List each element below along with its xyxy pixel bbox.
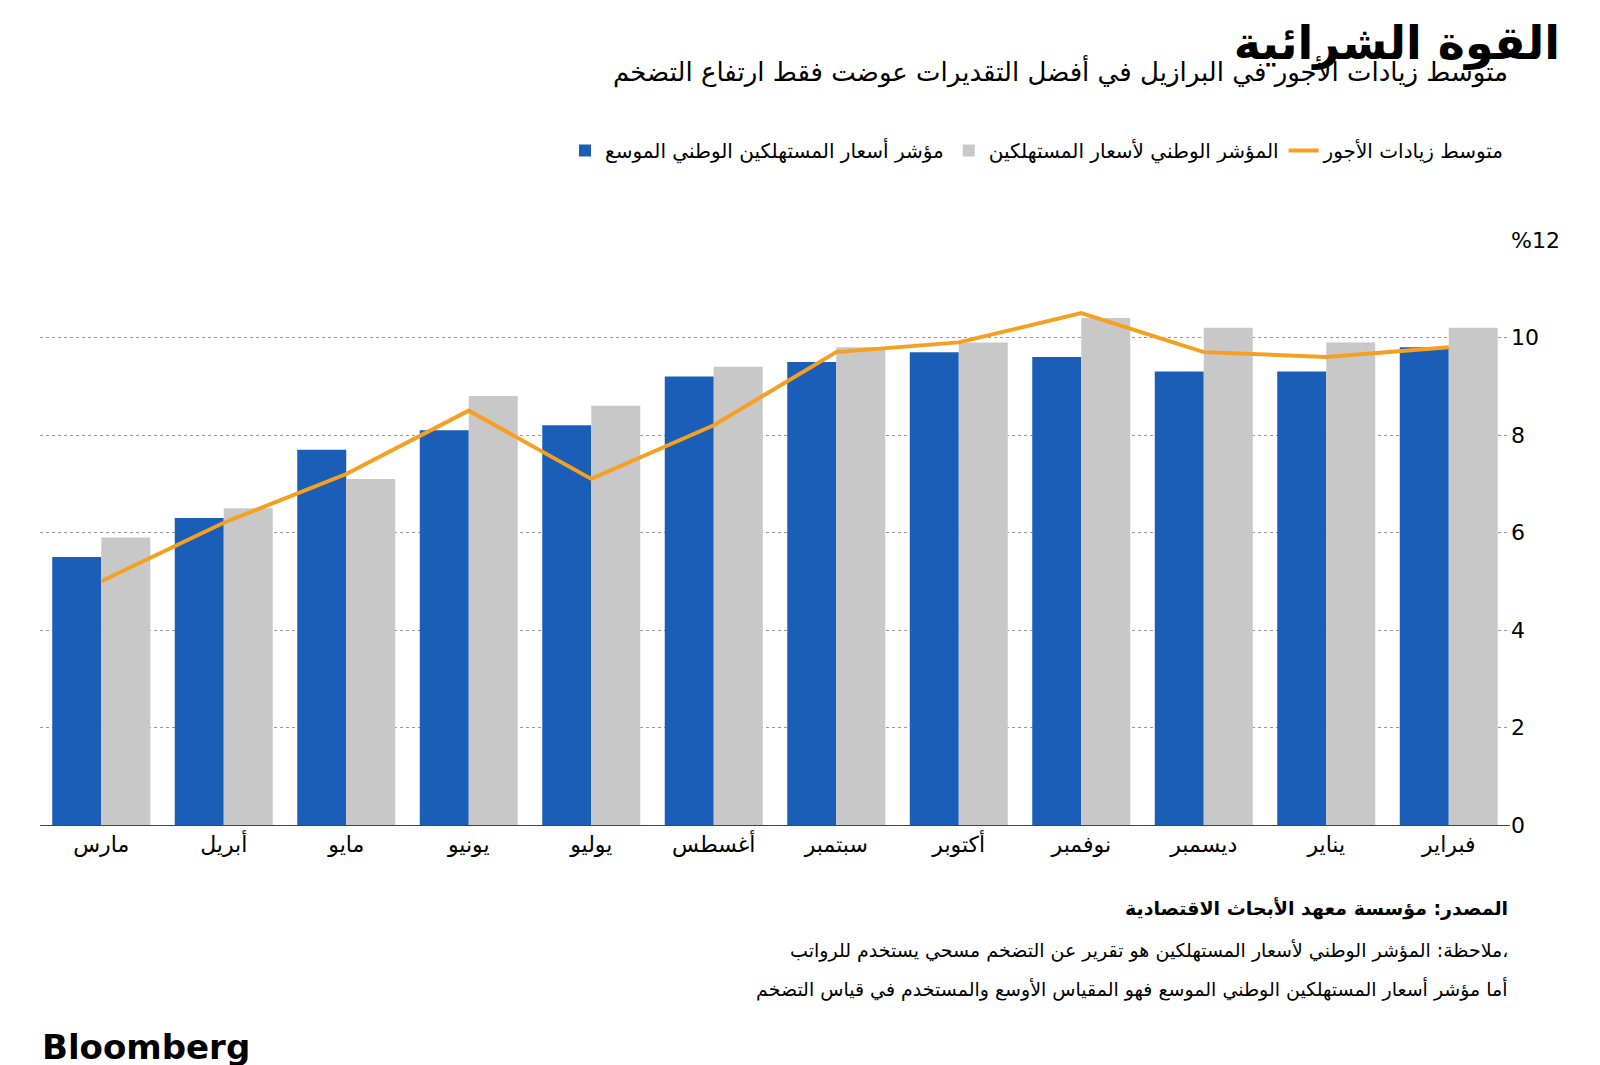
svg-text:مارس: مارس (73, 832, 129, 858)
svg-text:يونيو: يونيو (447, 832, 490, 857)
svg-text:أغسطس: أغسطس (672, 830, 755, 858)
svg-text:يوليو: يوليو (569, 832, 612, 857)
svg-text:%12: %12 (1511, 228, 1560, 253)
svg-text:2: 2 (1511, 715, 1525, 740)
svg-text:المصدر: مؤسسة معهد الأبحاث الا: المصدر: مؤسسة معهد الأبحاث الاقتصادية (1125, 897, 1508, 920)
svg-text:0: 0 (1511, 813, 1525, 838)
svg-text:Bloomberg: Bloomberg (42, 1027, 250, 1065)
svg-text:يناير: يناير (1306, 832, 1345, 857)
svg-text:مؤشر أسعار المستهلكين الوطني ا: مؤشر أسعار المستهلكين الوطني الموسع (605, 138, 944, 164)
svg-text:أما مؤشر أسعار المستهلكين الوط: أما مؤشر أسعار المستهلكين الوطني الموسع … (756, 977, 1508, 1001)
svg-text:ملاحظة: المؤشر الوطني لأسعار ا: ملاحظة: المؤشر الوطني لأسعار المستهلكين … (790, 939, 1508, 962)
svg-text:سبتمبر: سبتمبر (804, 832, 868, 857)
svg-text:10: 10 (1511, 325, 1539, 350)
svg-text:أكتوبر: أكتوبر (931, 830, 985, 857)
svg-text:متوسط زيادات الأجور: متوسط زيادات الأجور (1323, 139, 1503, 163)
svg-text:4: 4 (1511, 618, 1525, 643)
svg-text:متوسط زيادات الأجور في البرازي: متوسط زيادات الأجور في البرازيل في أفضل … (613, 54, 1508, 88)
svg-text:فبراير: فبراير (1421, 832, 1476, 857)
svg-text:8: 8 (1511, 423, 1525, 448)
svg-text:ديسمبر: ديسمبر (1169, 832, 1237, 857)
svg-text:أبريل: أبريل (200, 830, 247, 857)
svg-text:6: 6 (1511, 520, 1525, 545)
svg-text:نوفمبر: نوفمبر (1050, 832, 1111, 857)
svg-text:مايو: مايو (327, 832, 364, 857)
svg-text:المؤشر الوطني لأسعار المستهلكي: المؤشر الوطني لأسعار المستهلكين (989, 139, 1279, 164)
svg-text:القوة الشرائية: القوة الشرائية (1234, 16, 1560, 70)
